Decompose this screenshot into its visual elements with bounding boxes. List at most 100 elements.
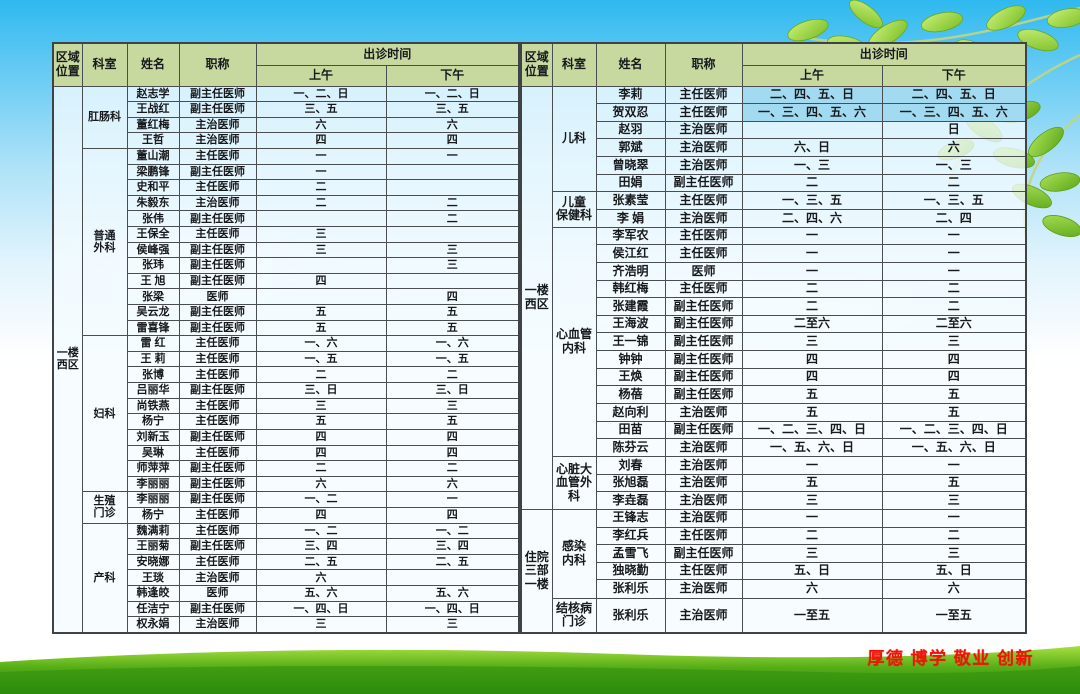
doctor-title-cell: 副主任医师 [178,304,257,321]
region-cell: 一楼 西区 [520,85,553,510]
doctor-row: 侯江红 主任医师一一 [521,244,1027,263]
doctor-name-cell: 师萍萍 [126,460,180,477]
afternoon-schedule-cell: 二 [385,366,520,384]
morning-schedule-cell: 三 [741,332,883,352]
doctor-title-cell: 主治医师 [664,156,743,175]
doctor-row: 雷喜锋 副主任医师五五 [53,319,520,337]
doctor-title-cell: 主任医师 [178,553,257,571]
doctor-row: 杨宁 主任医师五五 [53,413,520,430]
doctor-row: 结核病 门诊 张利乐 主治医师 一至五 一至五 [521,597,1027,634]
doctor-name-cell: 张利乐 [595,597,666,634]
column-header-am: 上午 [255,64,387,87]
doctor-name-cell: 钟钟 [595,350,666,369]
column-header-region: 区域 位置 [52,42,83,87]
morning-schedule-cell: 四 [255,428,387,446]
grass-decoration [0,646,1080,694]
doctor-title-cell: 副主任医师 [178,85,257,103]
doctor-row: 钟钟 副主任医师四四 [521,350,1027,369]
afternoon-schedule-cell: 四 [385,132,520,149]
doctor-title-cell: 主任医师 [178,147,257,165]
department-cell: 妇科 [81,335,128,493]
afternoon-schedule-cell: 一、六 [385,335,520,352]
doctor-name-cell: 尚铁燕 [126,397,180,415]
doctor-row: 李 娟主治医师 二、四、六 二、四 [521,208,1027,228]
afternoon-schedule-cell: 一 [881,226,1027,246]
doctor-name-cell: 李红兵 [595,526,666,546]
doctor-name-cell: 田娟 [595,173,666,193]
doctor-row: 生殖 门诊 李丽丽 副主任医师 一、二一 [53,491,520,524]
doctor-row: 王琰 主治医师六 [53,569,520,586]
morning-schedule-cell: 六 [255,116,387,134]
doctor-title-cell: 主任医师 [664,191,743,210]
doctor-name-cell: 王一锦 [595,332,666,352]
doctor-name-cell: 张建霞 [595,297,666,316]
morning-schedule-cell: 四 [255,272,387,290]
afternoon-schedule-cell: 四 [881,350,1027,369]
doctor-title-cell: 主治医师 [664,120,743,140]
afternoon-schedule-cell: 二 [385,194,520,212]
afternoon-schedule-cell: 一 [881,261,1027,281]
afternoon-schedule-cell: 四 [385,444,520,462]
doctor-title-cell: 主治医师 [664,208,743,228]
doctor-title-cell: 副主任医师 [664,350,743,369]
doctor-row: 权永娟 主治医师三三 [53,616,520,634]
afternoon-schedule-cell: 三、四 [385,538,520,555]
doctor-title-cell: 副主任医师 [664,385,743,405]
morning-schedule-cell: 六 [255,569,387,586]
doctor-title-cell: 副主任医师 [178,382,257,399]
doctor-name-cell: 张博 [126,366,180,384]
afternoon-schedule-cell: 二、四、五、日 [881,85,1027,105]
morning-schedule-cell [741,120,883,140]
morning-schedule-cell: 二 [255,460,387,477]
morning-schedule-cell: 一 [255,163,387,181]
doctor-name-cell: 王焕 [595,367,666,387]
afternoon-schedule-cell: 三 [385,397,520,415]
afternoon-schedule-cell: 一、三、四、五、六 [881,103,1027,122]
doctor-title-cell: 主治医师 [178,116,257,134]
doctor-row: 普通 外科 董山潮 主任医师一一 [53,147,520,337]
schedule-table-right: 区域 位置 科室 姓名 职称 出诊时间 上午 下午 一楼 西区 儿科 李莉 主任医师 二、四、五、日二… [520,42,1028,634]
doctor-title-cell: 副主任医师 [178,210,257,227]
doctor-title-cell: 副主任医师 [178,600,257,618]
doctor-title-cell: 副主任医师 [178,491,257,508]
afternoon-schedule-cell [385,272,520,290]
afternoon-schedule-cell: 一、二、三、四、日 [881,420,1027,440]
doctor-row: 田苗 副主任医师 一、二、三、四、日 一、二、三、四、日 [521,420,1027,440]
column-header-title: 职称 [178,42,257,87]
afternoon-schedule-cell: 五 [881,385,1027,405]
afternoon-schedule-cell: 一、二 [385,522,520,540]
doctor-row: 王 莉主任医师 一、五 一、五 [53,350,520,368]
doctor-title-cell: 主任医师 [178,444,257,462]
afternoon-schedule-cell: 五 [385,413,520,430]
morning-schedule-cell: 二、五 [255,553,387,571]
doctor-title-cell: 医师 [178,288,257,306]
department-cell: 儿科 [551,85,597,193]
morning-schedule-cell: 六、日 [741,138,883,158]
afternoon-schedule-cell: 一 [881,244,1027,263]
doctor-row: 心血管 内科 李军农 主任医师一一 [521,226,1027,457]
afternoon-schedule-cell: 二 [881,279,1027,299]
department-cell: 儿童 保健科 [551,191,597,228]
doctor-title-cell: 副主任医师 [178,257,257,274]
morning-schedule-cell: 三 [255,616,387,634]
doctor-name-cell: 王琰 [126,569,180,586]
doctor-name-cell: 雷 红 [126,335,180,352]
morning-schedule-cell: 一、二、三、四、日 [741,420,883,440]
doctor-name-cell: 张旭磊 [595,473,666,493]
afternoon-schedule-cell: 一、五 [385,350,520,368]
doctor-title-cell: 主治医师 [178,569,257,586]
column-header-name: 姓名 [126,42,180,87]
doctor-name-cell: 董红梅 [126,116,180,134]
morning-schedule-cell: 二、四、六 [741,208,883,228]
morning-schedule-cell: 二 [741,526,883,546]
doctor-row: 王焕 副主任医师四四 [521,367,1027,387]
afternoon-schedule-cell: 二 [385,460,520,477]
doctor-title-cell: 主任医师 [178,335,257,352]
afternoon-schedule-cell: 四 [881,367,1027,387]
afternoon-schedule-cell: 五、日 [881,561,1027,581]
morning-schedule-cell: 一、三 [741,156,883,175]
column-header-pm: 下午 [881,64,1027,87]
afternoon-schedule-cell: 一、三 [881,156,1027,175]
morning-schedule-cell: 五 [255,319,387,337]
doctor-name-cell: 赵志学 [126,85,180,103]
